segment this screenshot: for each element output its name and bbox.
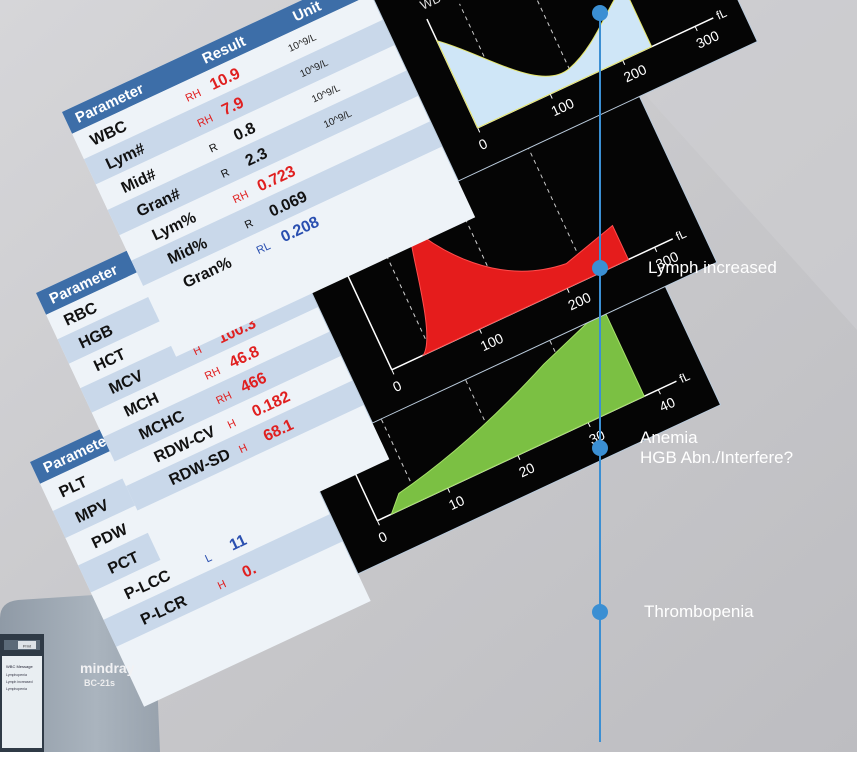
- callout-lymph-increased: Lymph increased: [648, 258, 777, 277]
- table-row: [126, 380, 365, 511]
- marker-thrombopenia-dot: [592, 604, 608, 620]
- x-tick: [657, 389, 661, 395]
- callout-hgb-abnormal: HGB Abn./Interfere?: [640, 448, 794, 467]
- callout-thrombopenia: Thrombopenia: [644, 602, 754, 621]
- x-tick: [477, 127, 481, 133]
- device-model-label: BC-21s: [84, 678, 116, 688]
- device-print-button[interactable]: [18, 641, 36, 649]
- histogram-guide: [524, 0, 574, 77]
- x-tick: [376, 520, 380, 526]
- table-row: [90, 486, 331, 620]
- x-tick: [654, 247, 658, 253]
- table-row: [103, 331, 342, 462]
- x-tick: [478, 328, 482, 334]
- x-tick-label: 40: [657, 394, 678, 415]
- x-tick-label: 10: [446, 492, 467, 513]
- row-value: 11: [227, 532, 250, 555]
- result-panels: ParameterResPLTL22MPVH12PDWH19PCTL0.P-LC…: [30, 0, 759, 707]
- x-tick: [622, 59, 626, 65]
- x-tick: [447, 487, 451, 493]
- plt-histogram-curve: [390, 307, 645, 516]
- table-row: [114, 355, 353, 487]
- x-tick: [566, 287, 570, 293]
- table-row: [95, 45, 407, 210]
- table-row: [107, 70, 419, 236]
- row-value: 0.: [240, 561, 259, 582]
- guide-top-dot: [592, 5, 608, 21]
- row-flag: L: [203, 552, 214, 565]
- x-tick-label: 20: [516, 459, 537, 480]
- device-brand-logo: mindray: [80, 660, 135, 676]
- device-message-line-1: Lymphopenia: [6, 673, 27, 677]
- table-row: [72, 0, 384, 160]
- callout-anemia: Anemia: [640, 428, 698, 447]
- device-message-title: WBC Message: [6, 664, 33, 669]
- device-print-label: Print: [23, 644, 32, 649]
- device-message-line-2: Lymph increased: [6, 680, 33, 684]
- table-header: [62, 0, 372, 134]
- x-tick: [587, 422, 591, 428]
- wbc-histogram-curve: [436, 0, 653, 129]
- device-message-line-3: Lymphopenia: [6, 687, 27, 691]
- guide-line-group: [592, 5, 608, 742]
- x-tick: [694, 26, 698, 32]
- marker-anemia-dot: [592, 440, 608, 456]
- table-row: [103, 514, 343, 647]
- wbc-panel: ParameterResultUnitWBCRH10.910^9/LLym#RH…: [62, 0, 759, 357]
- row-flag: RL: [255, 240, 273, 257]
- x-tick: [517, 454, 521, 460]
- table-row: [91, 306, 330, 438]
- histogram-wbc: WBCR1fL0100200300: [373, 0, 759, 182]
- table-row: [83, 19, 395, 185]
- marker-lymph-dot: [592, 260, 608, 276]
- device-message-panel: [2, 656, 42, 748]
- table-row: [131, 121, 443, 287]
- histogram-guide: [525, 141, 587, 273]
- table-row: [119, 95, 431, 261]
- table-row: [143, 146, 455, 312]
- histogram-rbc: RBCfL0100200300: [274, 53, 718, 424]
- x-tick: [391, 369, 395, 375]
- x-tick: [549, 93, 553, 99]
